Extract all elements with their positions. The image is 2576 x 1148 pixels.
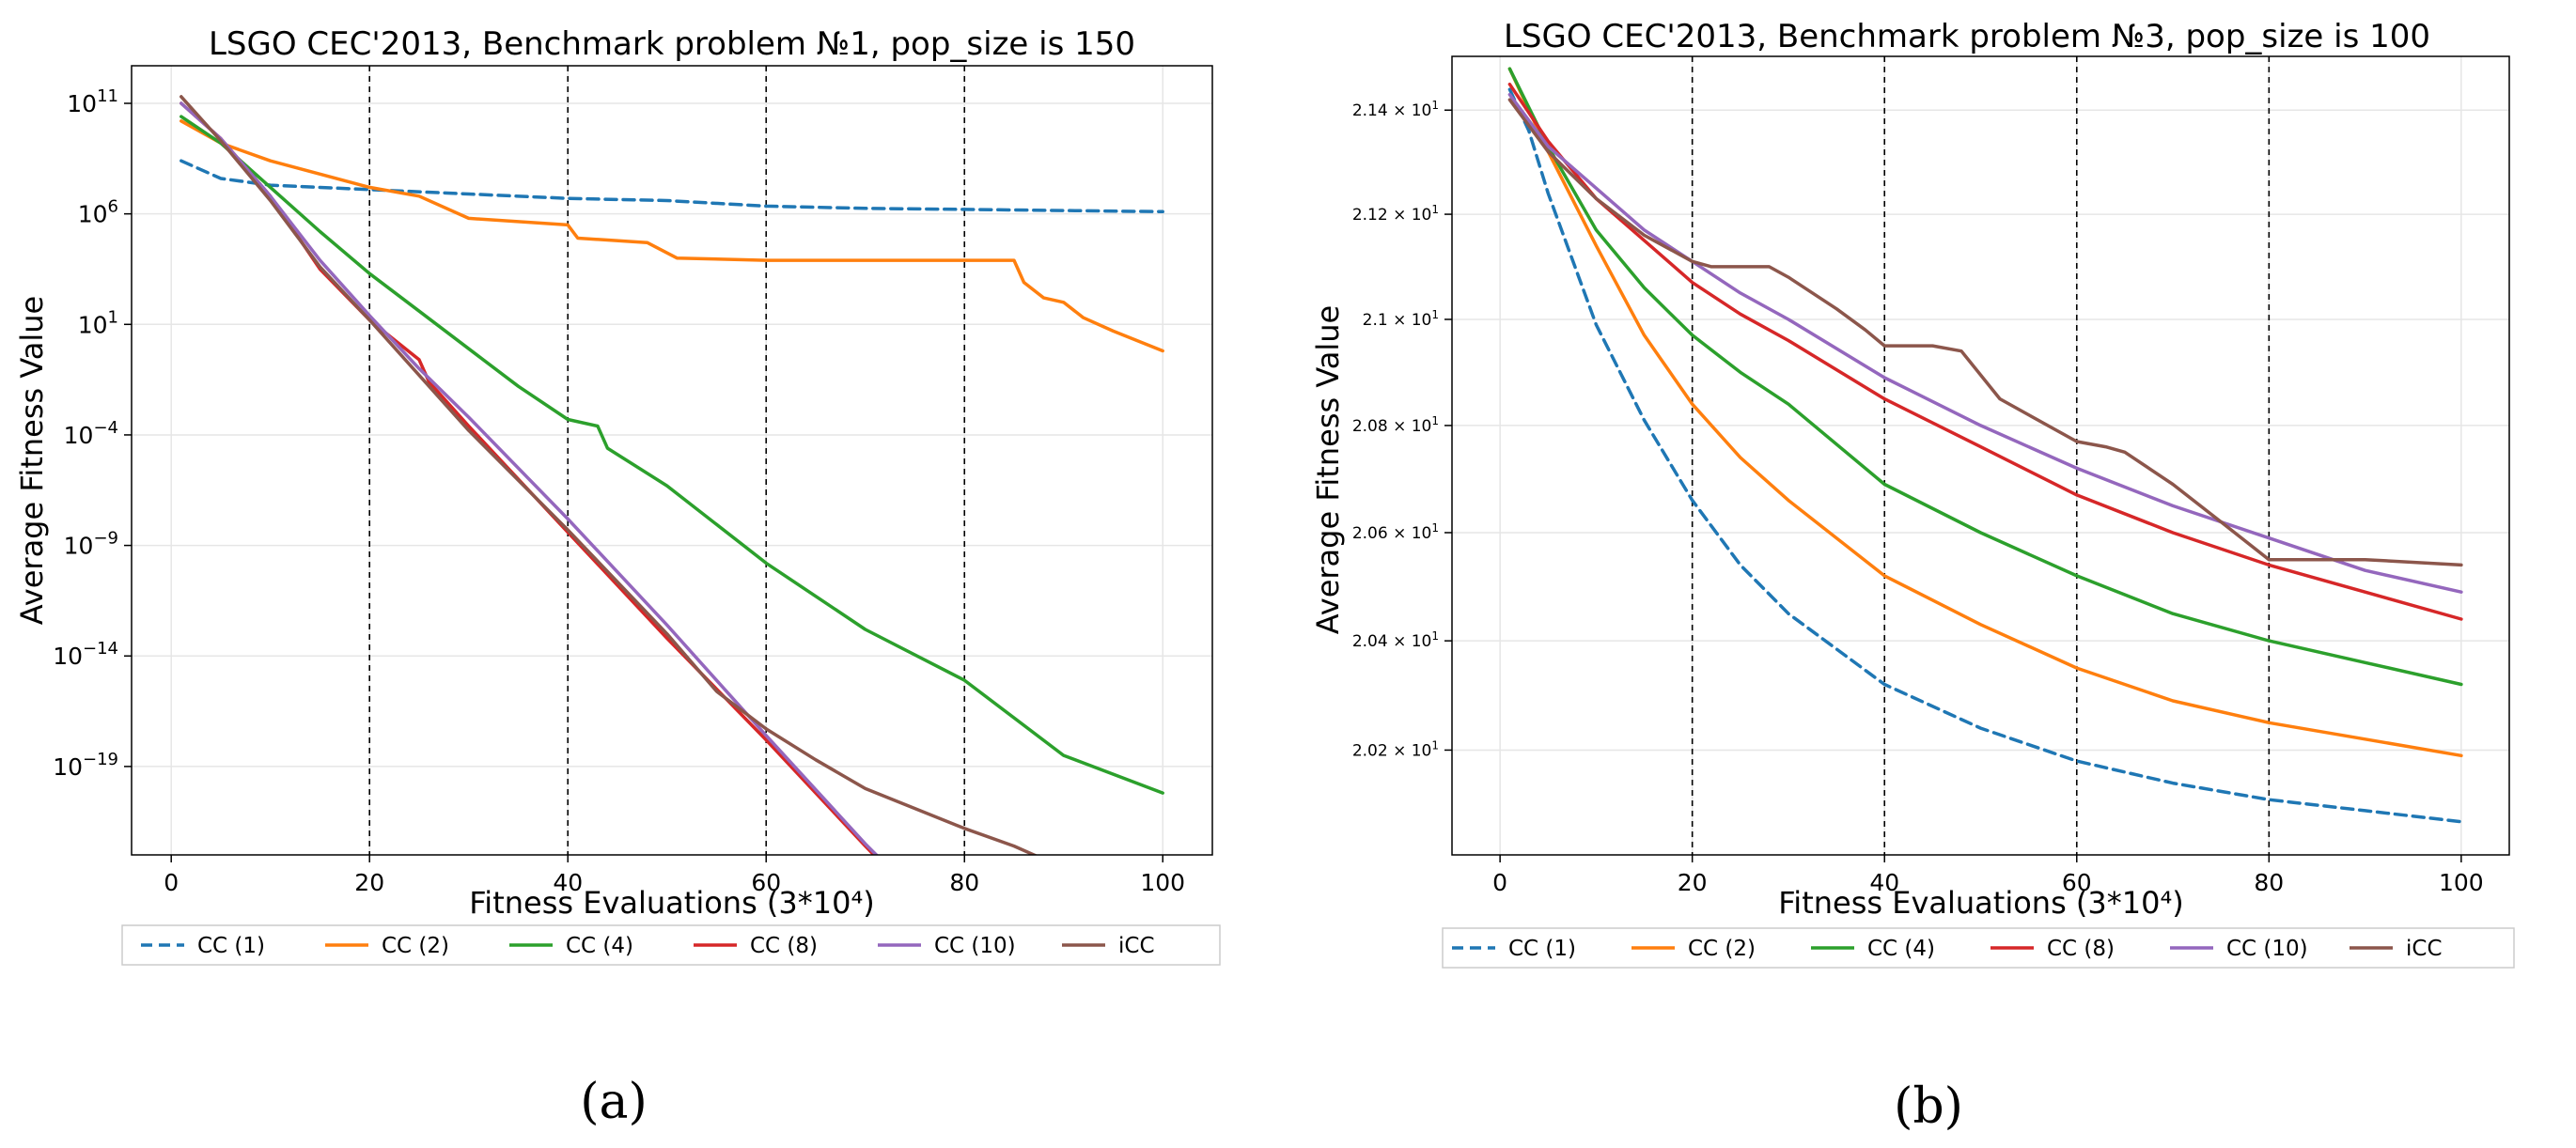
chart-panel-b: LSGO CEC'2013, Benchmark problem №3, pop… [1310,18,2515,1135]
chart-b-y-tick-exponent: 1 [1431,629,1439,643]
caption-b: (b) [1894,1078,1963,1135]
chart-b-y-tick-exponent: 1 [1431,99,1439,112]
chart-b-legend-label: CC (2) [1688,937,1756,961]
chart-b-legend-label: CC (10) [2226,937,2308,961]
chart-b-x-tick-label: 60 [2062,869,2092,896]
chart-a-y-tick-exponent: −9 [93,529,118,549]
chart-a-series-icc [180,95,1038,855]
chart-a-y-tick-label: 10−19 [53,750,118,781]
chart-a-y-tick-base: 10 [64,422,94,449]
chart-a-series-cc-1 [180,159,1164,214]
chart-a-x-tick-label: 0 [164,869,179,896]
chart-b-y-tick-base: 2.06 × 10 [1352,524,1432,543]
chart-b-x-axis-label: Fitness Evaluations (3*10⁴) [1778,885,2184,921]
chart-a-y-tick-base: 10 [67,90,97,117]
chart-b-y-tick-label: 2.14 × 101 [1352,99,1439,120]
chart-b-y-axis-label: Average Fitness Value [1310,305,1346,634]
chart-a-x-tick-label: 60 [751,869,781,896]
chart-b-legend-label: iCC [2406,937,2443,961]
chart-a-y-tick-exponent: −14 [83,639,118,659]
chart-b-x-tick-label: 80 [2254,869,2284,896]
chart-b-series-cc-2 [1507,67,2463,758]
chart-a-y-tick-base: 10 [53,643,83,670]
chart-b-y-tick-base: 2.14 × 10 [1352,101,1432,120]
chart-a-legend-label: CC (10) [934,934,1016,958]
chart-b-x-tick-label: 20 [1678,869,1708,896]
chart-b-y-tick-base: 2.12 × 10 [1352,206,1432,225]
chart-b-legend-label: CC (4) [1867,937,1935,961]
chart-b-legend-box [1442,927,2515,969]
chart-a-y-tick-base: 10 [78,311,108,338]
chart-b-series-cc-4 [1507,67,2463,687]
chart-b-y-tick-base: 2.1 × 10 [1363,311,1432,330]
caption-a: (a) [580,1074,648,1130]
chart-a-x-tick-label: 100 [1140,869,1185,896]
chart-a-y-tick-label: 10−14 [53,639,118,670]
chart-a-y-tick-label: 10−4 [64,418,118,449]
chart-a-series-cc-2 [180,119,1164,353]
chart-b-x-tick-label: 40 [1869,869,1899,896]
chart-a-y-tick-label: 10−9 [64,529,118,560]
chart-a-y-tick-base: 10 [53,753,83,781]
chart-a-title: LSGO CEC'2013, Benchmark problem №1, pop… [209,25,1135,63]
chart-a-y-tick-exponent: 6 [108,197,118,217]
chart-b-title: LSGO CEC'2013, Benchmark problem №3, pop… [1504,18,2430,55]
chart-a-y-tick-base: 10 [78,201,108,228]
chart-a-series-cc-10 [180,101,879,855]
chart-b-y-tick-base: 2.08 × 10 [1352,417,1432,436]
chart-a-x-tick-label: 80 [949,869,979,896]
chart-a-series-cc-4 [180,115,1164,795]
chart-a-legend-box [121,924,1221,966]
chart-a-y-axis-label: Average Fitness Value [14,296,50,625]
chart-a-series-cc-8 [180,101,877,855]
chart-b-legend-label: CC (1) [1508,937,1576,961]
chart-a-y-tick-exponent: −19 [83,750,118,769]
chart-panel-a: LSGO CEC'2013, Benchmark problem №1, pop… [14,25,1221,1130]
chart-a-y-tick-exponent: 1 [108,307,118,327]
chart-a-legend-label: CC (2) [382,934,449,958]
chart-b-y-tick-label: 2.1 × 101 [1363,308,1439,330]
chart-a-y-tick-label: 1011 [67,86,118,117]
chart-b-y-tick-base: 2.02 × 10 [1352,741,1432,760]
chart-b-series-icc [1507,98,2463,567]
chart-a-x-axis-label: Fitness Evaluations (3*10⁴) [469,885,875,921]
chart-a-y-tick-label: 101 [78,307,118,338]
chart-b-plot-frame [1451,55,2510,856]
chart-b-y-tick-label: 2.06 × 101 [1352,521,1439,543]
chart-b-y-tick-exponent: 1 [1431,521,1439,535]
chart-a-y-tick-base: 10 [64,533,94,560]
chart-b-y-tick-exponent: 1 [1431,414,1439,427]
chart-a-y-tick-label: 106 [78,197,118,228]
chart-a-legend: CC (1) CC (2) CC (4) CC (8) CC (10) iCC [121,924,1221,966]
chart-a-legend-label: CC (4) [566,934,633,958]
chart-b-legend: CC (1) CC (2) CC (4) CC (8) CC (10) iCC [1442,927,2515,969]
chart-b-y-tick-base: 2.04 × 10 [1352,632,1432,651]
chart-a-x-tick-label: 40 [553,869,583,896]
chart-b-y-tick-exponent: 1 [1431,203,1439,216]
chart-a-y-tick-exponent: −4 [93,418,118,438]
chart-a-y-tick-exponent: 11 [97,86,118,106]
chart-b-series-cc-1 [1507,87,2463,824]
chart-b-y-tick-label: 2.12 × 101 [1352,203,1439,225]
chart-b-y-tick-exponent: 1 [1431,738,1439,752]
chart-b-x-tick-label: 100 [2439,869,2484,896]
chart-b-y-tick-label: 2.08 × 101 [1352,414,1439,436]
chart-a-plot-frame [131,65,1213,856]
chart-b-series-cc-8 [1507,82,2463,621]
chart-b-y-tick-label: 2.02 × 101 [1352,738,1439,760]
chart-b-series-cc-10 [1507,92,2463,594]
chart-a-legend-label: iCC [1118,934,1155,958]
chart-b-y-tick-exponent: 1 [1431,308,1439,321]
chart-a-legend-label: CC (1) [197,934,265,958]
chart-a-x-tick-label: 20 [354,869,384,896]
chart-b-y-tick-label: 2.04 × 101 [1352,629,1439,651]
chart-a-legend-label: CC (8) [750,934,818,958]
chart-b-legend-label: CC (8) [2047,937,2115,961]
chart-b-x-tick-label: 0 [1492,869,1507,896]
